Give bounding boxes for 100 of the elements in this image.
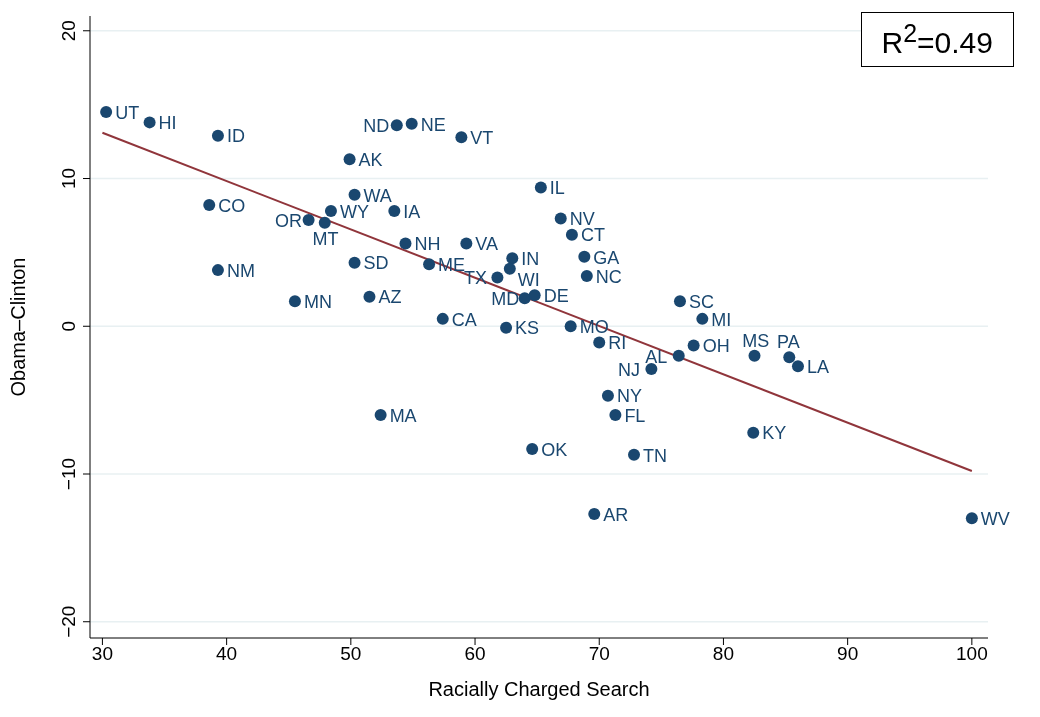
annotation: AK bbox=[358, 150, 383, 171]
annotation: IL bbox=[549, 178, 565, 199]
annotation: RI bbox=[608, 333, 627, 354]
point bbox=[318, 216, 331, 229]
point bbox=[374, 408, 387, 421]
point bbox=[601, 389, 614, 402]
point bbox=[687, 339, 700, 352]
point bbox=[388, 205, 401, 218]
point bbox=[534, 181, 547, 194]
point bbox=[791, 360, 804, 373]
point bbox=[203, 199, 216, 212]
annotation: MN bbox=[303, 291, 332, 312]
annotation: VA bbox=[475, 234, 499, 255]
point bbox=[748, 349, 761, 362]
annotation: MI bbox=[711, 309, 732, 330]
annotation: KY bbox=[762, 423, 787, 444]
point bbox=[564, 320, 577, 333]
point bbox=[506, 252, 519, 265]
annotation: FL bbox=[624, 405, 646, 426]
point bbox=[363, 290, 376, 303]
point bbox=[588, 507, 601, 520]
y-tick-label: 0 bbox=[58, 320, 79, 332]
point bbox=[348, 256, 361, 269]
annotation: UT bbox=[115, 102, 140, 123]
x-tick-label: 70 bbox=[588, 643, 610, 665]
annotation: NY bbox=[616, 386, 642, 407]
annotation: IN bbox=[521, 249, 540, 270]
annotation: NC bbox=[595, 266, 622, 287]
annotation: MD bbox=[491, 288, 520, 309]
y-axis-title: Obama–Clinton bbox=[7, 257, 30, 397]
point bbox=[673, 295, 686, 308]
point bbox=[580, 270, 593, 283]
annotation: HI bbox=[158, 113, 177, 134]
point bbox=[628, 448, 641, 461]
point bbox=[390, 119, 403, 132]
annotation: CA bbox=[451, 309, 477, 330]
point bbox=[783, 351, 796, 364]
annotation: AL bbox=[645, 346, 668, 367]
x-tick-label: 80 bbox=[712, 643, 735, 665]
annotation: CO bbox=[218, 195, 246, 216]
x-tick-label: 50 bbox=[340, 643, 362, 665]
point bbox=[672, 349, 685, 362]
point bbox=[143, 116, 156, 129]
point bbox=[211, 129, 224, 142]
point bbox=[491, 271, 504, 284]
annotation: NJ bbox=[617, 359, 640, 380]
point bbox=[423, 258, 436, 271]
annotation: NH bbox=[414, 234, 441, 255]
point bbox=[747, 426, 760, 439]
point bbox=[554, 212, 567, 225]
x-tick-label: 40 bbox=[216, 643, 238, 665]
point bbox=[518, 292, 531, 305]
annotation: TN bbox=[643, 445, 668, 466]
x-tick-label: 100 bbox=[956, 643, 988, 665]
annotation: AR bbox=[603, 504, 629, 525]
annotation: DE bbox=[543, 285, 569, 306]
point bbox=[100, 106, 113, 119]
annotation: IA bbox=[403, 201, 421, 222]
y-tick-label: 10 bbox=[58, 167, 79, 190]
point bbox=[348, 188, 361, 201]
annotation: WI bbox=[517, 270, 540, 291]
point bbox=[343, 153, 356, 166]
annotation: OR bbox=[275, 210, 303, 231]
point bbox=[696, 312, 709, 325]
y-tick-label: −10 bbox=[58, 457, 79, 491]
x-tick-label: 60 bbox=[464, 643, 486, 665]
annotation: CT bbox=[580, 225, 605, 246]
point bbox=[302, 213, 315, 226]
point bbox=[528, 289, 541, 302]
annotation: SD bbox=[363, 253, 389, 274]
point bbox=[503, 262, 516, 275]
y-tick-label: 20 bbox=[58, 20, 79, 42]
annotation: R$^{2}$=0.49 bbox=[860, 12, 1014, 67]
annotation: ID bbox=[226, 126, 245, 147]
annotation: OK bbox=[541, 439, 568, 460]
annotation: VT bbox=[470, 127, 494, 148]
annotation: KS bbox=[515, 318, 540, 339]
point bbox=[593, 336, 606, 349]
annotation: GA bbox=[593, 247, 620, 268]
point bbox=[211, 264, 224, 277]
point bbox=[645, 363, 658, 376]
annotation: PA bbox=[777, 332, 800, 353]
x-tick-label: 90 bbox=[837, 643, 859, 665]
annotation: LA bbox=[806, 356, 829, 377]
y-tick-label: −20 bbox=[58, 605, 79, 638]
point bbox=[526, 442, 539, 455]
point bbox=[324, 205, 337, 218]
annotation: ND bbox=[363, 116, 390, 137]
annotation: MA bbox=[389, 405, 417, 426]
point bbox=[405, 117, 418, 130]
point bbox=[965, 512, 978, 525]
annotation: WV bbox=[980, 509, 1010, 530]
point bbox=[455, 131, 468, 144]
x-axis-title: Racially Charged Search bbox=[428, 678, 650, 700]
point bbox=[500, 321, 513, 334]
point bbox=[460, 237, 473, 250]
point bbox=[288, 295, 301, 308]
annotation: SC bbox=[688, 291, 714, 312]
annotation: MT bbox=[312, 229, 339, 250]
x-tick-label: 30 bbox=[91, 643, 113, 665]
